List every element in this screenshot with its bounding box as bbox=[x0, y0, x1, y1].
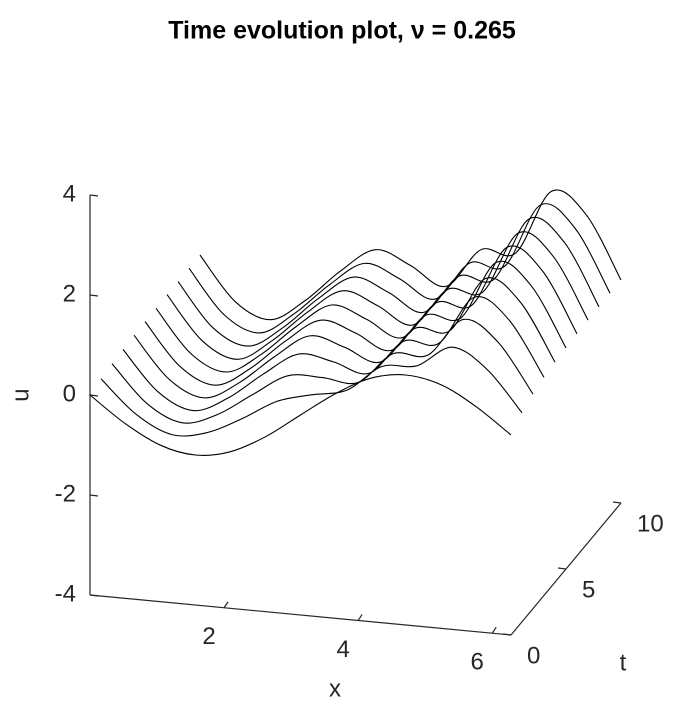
time-slice-line bbox=[199, 189, 622, 321]
u-tick-label: 0 bbox=[63, 380, 76, 407]
x-tick bbox=[223, 601, 229, 609]
u-tick bbox=[89, 194, 99, 197]
u-tick bbox=[89, 494, 99, 497]
time-slice-line bbox=[133, 277, 556, 399]
x-tick-label: 2 bbox=[202, 623, 215, 650]
x-tick bbox=[357, 614, 363, 621]
x-tick-label: 4 bbox=[336, 636, 349, 663]
time-slice-line bbox=[188, 203, 611, 334]
x-axis bbox=[89, 594, 512, 636]
time-slice-line bbox=[100, 346, 523, 437]
t-axis-label: t bbox=[620, 649, 627, 676]
u-tick-label: 4 bbox=[63, 180, 76, 207]
u-tick-label: -2 bbox=[55, 480, 76, 507]
t-tick-label: 0 bbox=[527, 642, 540, 669]
u-axis-label: u bbox=[7, 388, 34, 401]
x-tick-label: 6 bbox=[471, 649, 484, 676]
x-tick bbox=[491, 626, 497, 634]
u-tick bbox=[89, 294, 99, 297]
t-tick bbox=[502, 633, 512, 636]
t-tick-label: 10 bbox=[637, 510, 664, 537]
t-tick-label: 5 bbox=[582, 576, 595, 603]
u-tick bbox=[89, 394, 99, 397]
u-tick-label: 2 bbox=[63, 280, 76, 307]
chart-title: Time evolution plot, ν = 0.265 bbox=[168, 17, 516, 45]
time-slice-line bbox=[89, 374, 512, 456]
t-tick bbox=[612, 501, 622, 504]
time-slice-line bbox=[111, 318, 534, 424]
x-axis-label: x bbox=[329, 675, 341, 702]
u-tick bbox=[89, 594, 99, 597]
u-tick-label: -4 bbox=[55, 580, 76, 607]
t-tick bbox=[557, 567, 567, 570]
